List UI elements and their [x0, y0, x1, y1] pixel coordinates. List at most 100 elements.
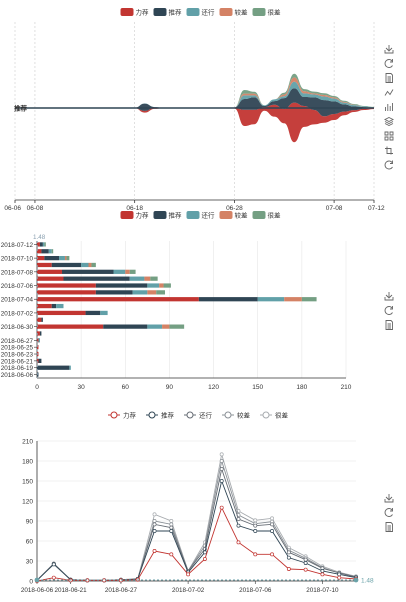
- bar-segment[interactable]: [95, 290, 133, 295]
- bar-segment[interactable]: [37, 262, 52, 268]
- data-point[interactable]: [270, 522, 275, 527]
- bar-segment[interactable]: [100, 310, 108, 316]
- bar-segment[interactable]: [91, 262, 96, 268]
- bar-segment[interactable]: [37, 351, 39, 357]
- bar-segment[interactable]: [85, 310, 101, 316]
- data-point[interactable]: [169, 529, 174, 533]
- data-point[interactable]: [219, 479, 224, 483]
- data-point[interactable]: [337, 572, 342, 577]
- bar-segment[interactable]: [198, 297, 258, 302]
- bar-segment[interactable]: [37, 269, 63, 274]
- data-point[interactable]: [219, 467, 224, 471]
- bar-segment[interactable]: [37, 303, 52, 309]
- bar-segment[interactable]: [51, 249, 54, 254]
- data-point[interactable]: [202, 550, 207, 555]
- legend-item[interactable]: 推荐: [153, 8, 183, 17]
- data-point[interactable]: [219, 505, 224, 510]
- bar-segment[interactable]: [42, 242, 45, 247]
- legend-item[interactable]: 很差: [252, 8, 282, 17]
- legend-item[interactable]: 较差: [219, 211, 249, 220]
- bar-segment[interactable]: [37, 290, 96, 295]
- bar-segment[interactable]: [159, 283, 164, 288]
- data-point[interactable]: [286, 567, 291, 571]
- bar-segment[interactable]: [39, 331, 42, 336]
- zoom-icon[interactable]: [385, 146, 393, 155]
- bar-segment[interactable]: [56, 303, 64, 309]
- bar-segment[interactable]: [41, 249, 49, 254]
- line-switch-icon[interactable]: [384, 89, 394, 96]
- bar-segment[interactable]: [147, 283, 160, 288]
- data-point[interactable]: [236, 540, 241, 545]
- bar-segment[interactable]: [51, 262, 82, 268]
- bar-segment[interactable]: [129, 269, 136, 274]
- bar-segment[interactable]: [51, 303, 57, 309]
- restore-icon[interactable]: [384, 306, 393, 315]
- legend-item[interactable]: 推荐: [146, 411, 175, 420]
- data-point[interactable]: [270, 529, 275, 533]
- bar-segment[interactable]: [37, 331, 40, 336]
- bar-segment[interactable]: [169, 324, 185, 329]
- data-point[interactable]: [51, 575, 56, 580]
- data-point[interactable]: [253, 523, 258, 528]
- bar-segment[interactable]: [95, 283, 148, 288]
- data-point[interactable]: [303, 557, 308, 562]
- bar-segment[interactable]: [38, 338, 40, 343]
- bar-segment[interactable]: [44, 256, 60, 261]
- bar-segment[interactable]: [147, 290, 157, 295]
- bar-segment[interactable]: [147, 324, 163, 329]
- bar-segment[interactable]: [129, 276, 145, 281]
- legend-item[interactable]: 很差: [260, 411, 289, 420]
- bar-segment[interactable]: [162, 324, 170, 329]
- bar-segment[interactable]: [37, 242, 40, 247]
- bar-segment[interactable]: [37, 372, 39, 377]
- bar-segment[interactable]: [125, 269, 130, 274]
- bar-segment[interactable]: [37, 317, 42, 322]
- bar-segment[interactable]: [69, 365, 71, 370]
- data-view-icon[interactable]: [385, 73, 393, 83]
- bar-segment[interactable]: [284, 297, 302, 302]
- bar-segment[interactable]: [113, 269, 126, 274]
- bar-segment[interactable]: [156, 290, 166, 295]
- restore-icon[interactable]: [384, 59, 393, 68]
- download-icon[interactable]: [384, 494, 394, 503]
- data-point[interactable]: [152, 512, 157, 517]
- bar-segment[interactable]: [37, 358, 39, 363]
- bar-segment[interactable]: [103, 324, 148, 329]
- data-point[interactable]: [270, 516, 275, 521]
- tiled-switch-icon[interactable]: [384, 131, 394, 141]
- data-point[interactable]: [270, 552, 275, 557]
- bar-segment[interactable]: [38, 358, 42, 363]
- bar-segment[interactable]: [37, 345, 39, 350]
- data-point[interactable]: [152, 519, 157, 523]
- bar-segment[interactable]: [150, 276, 158, 281]
- bar-segment[interactable]: [144, 276, 151, 281]
- data-point[interactable]: [253, 529, 258, 533]
- data-point[interactable]: [236, 517, 241, 521]
- bar-segment[interactable]: [132, 290, 148, 295]
- legend-item[interactable]: 很差: [252, 211, 282, 220]
- legend-item[interactable]: 力荐: [120, 8, 150, 17]
- data-point[interactable]: [169, 519, 174, 523]
- data-point[interactable]: [169, 522, 174, 527]
- data-point[interactable]: [303, 567, 308, 572]
- data-point[interactable]: [253, 552, 258, 557]
- restore-icon[interactable]: [384, 508, 393, 517]
- datazoom-handle-right[interactable]: [353, 577, 359, 583]
- bar-segment[interactable]: [37, 283, 96, 288]
- bar-segment[interactable]: [37, 249, 42, 254]
- download-icon[interactable]: [384, 292, 394, 301]
- data-point[interactable]: [219, 452, 224, 457]
- legend-item[interactable]: 较差: [222, 411, 251, 420]
- data-point[interactable]: [320, 572, 325, 577]
- bar-segment[interactable]: [59, 256, 65, 261]
- bar-segment[interactable]: [37, 338, 39, 343]
- bar-segment[interactable]: [39, 242, 43, 247]
- bar-segment[interactable]: [163, 283, 171, 288]
- data-point[interactable]: [169, 525, 174, 530]
- bar-segment[interactable]: [301, 297, 317, 302]
- bar-segment[interactable]: [64, 256, 67, 261]
- bar-segment[interactable]: [37, 297, 199, 302]
- data-point[interactable]: [337, 575, 342, 580]
- data-view-icon[interactable]: [385, 522, 393, 532]
- data-point[interactable]: [202, 557, 207, 561]
